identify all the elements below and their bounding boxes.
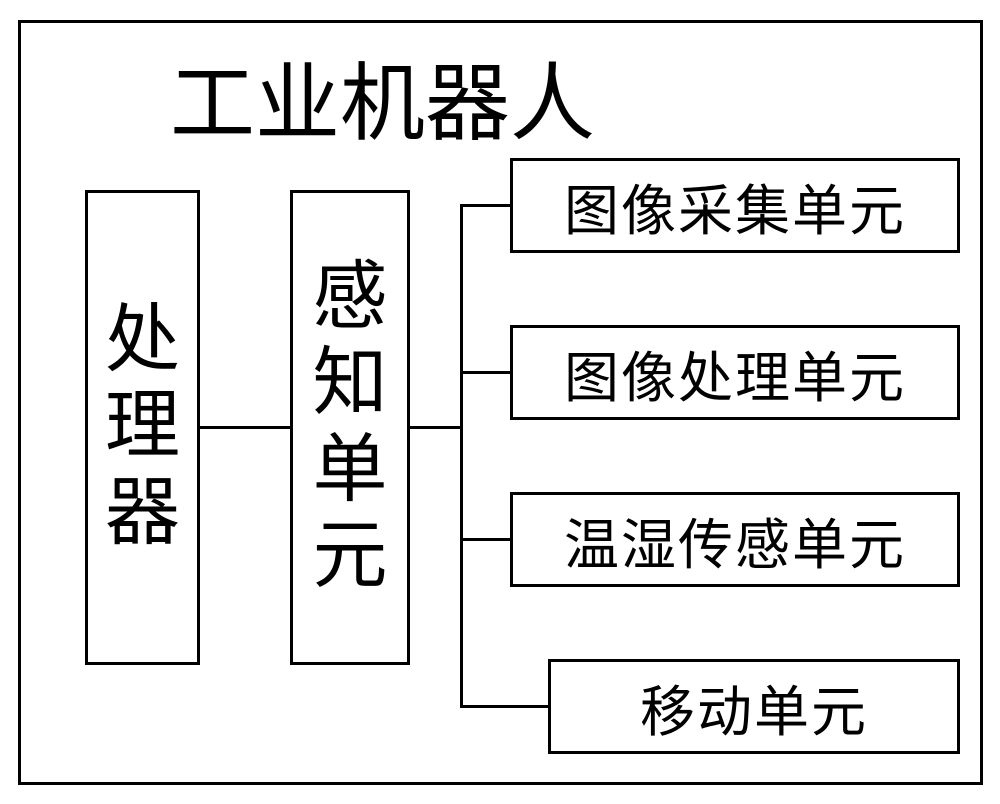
connector xyxy=(460,538,510,541)
connector xyxy=(460,705,548,708)
char: 感 xyxy=(312,255,387,341)
diagram-title: 工业机器人 xyxy=(170,35,595,158)
connector xyxy=(200,426,290,429)
char: 理 xyxy=(105,384,180,470)
char: 知 xyxy=(312,341,387,427)
char: 器 xyxy=(105,471,180,557)
image-process-block: 图像处理单元 xyxy=(510,325,960,420)
connector xyxy=(460,204,510,207)
char: 处 xyxy=(105,298,180,384)
char: 单 xyxy=(312,428,387,514)
perception-block: 感知单元 xyxy=(290,190,410,665)
connector xyxy=(460,371,510,374)
connector xyxy=(460,204,463,708)
char: 元 xyxy=(312,514,387,600)
processor-block: 处理器 xyxy=(85,190,200,665)
image-capture-block: 图像采集单元 xyxy=(510,158,960,253)
connector xyxy=(410,426,460,429)
temp-humid-block: 温湿传感单元 xyxy=(510,492,960,587)
mobile-block: 移动单元 xyxy=(548,659,960,754)
